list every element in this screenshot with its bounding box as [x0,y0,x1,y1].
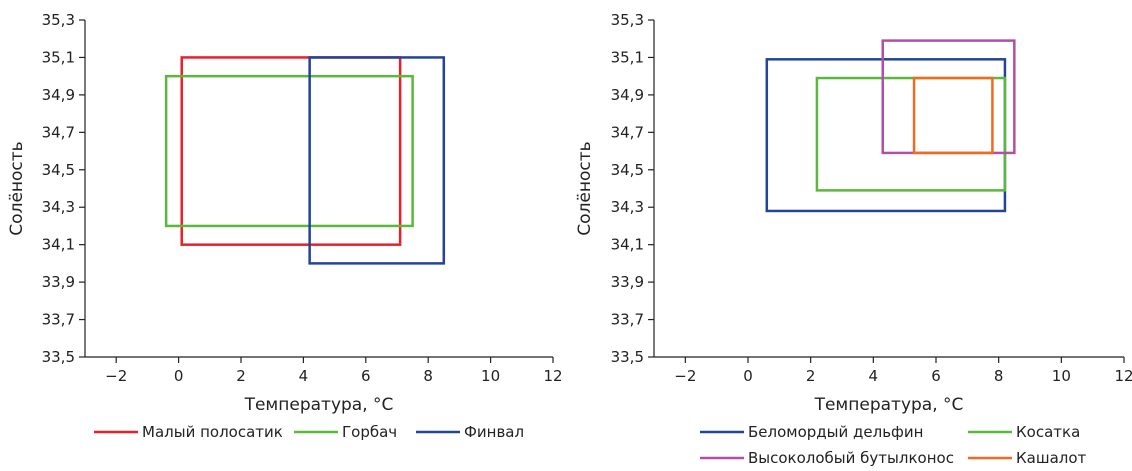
right-y-tick-label: 34,7 [611,123,644,141]
right-legend-label: Высоколобый бутылконос [748,449,954,467]
right-y-tick-label: 34,3 [611,198,644,216]
right-legend-label: Кашалот [1016,449,1087,467]
right-legend-label: Беломордый дельфин [748,423,923,441]
right-range-rect-4 [912,76,994,155]
right-y-tick-label: 34,9 [611,86,644,104]
left-range-rect-1 [180,56,402,246]
right-y-tick-label: 33,7 [611,311,644,329]
left-legend-label: Малый полосатик [142,423,283,441]
left-range-rect-2 [164,74,414,228]
left-y-tick-label: 34,5 [42,161,75,179]
right-y-tick-label: 33,9 [611,273,644,291]
right-legend-label: Косатка [1016,423,1080,441]
right-x-tick-label: 12 [1114,367,1132,385]
left-y-tick-label: 35,1 [42,48,75,66]
left-x-tick-label: 10 [481,367,500,385]
left-x-tick-label: −2 [105,367,127,385]
left-y-tick-label: 34,9 [42,86,75,104]
left-x-axis-title: Температура, °C [244,395,394,415]
right-x-axis-title: Температура, °C [814,395,964,415]
right-x-tick-label: 10 [1052,367,1071,385]
left-x-tick-label: 0 [174,367,184,385]
left-legend-label: Финвал [464,423,524,441]
right-y-tick-label: 33,5 [611,348,644,366]
left-x-tick-label: 12 [543,367,562,385]
left-x-tick-label: 8 [423,367,433,385]
right-range-rect-2 [815,76,1007,192]
right-y-tick-label: 34,1 [611,236,644,254]
right-x-tick-label: −2 [674,367,696,385]
left-x-tick-label: 4 [299,367,309,385]
left-x-tick-label: 6 [361,367,371,385]
left-y-tick-label: 34,1 [42,236,75,254]
right-x-tick-label: 4 [869,367,879,385]
right-x-tick-label: 6 [931,367,941,385]
left-y-tick-label: 34,7 [42,123,75,141]
right-x-tick-label: 8 [994,367,1004,385]
right-x-tick-label: 0 [743,367,753,385]
right-chart-panel: 33,5 33,7 33,9 34,1 34,3 34,5 34,7 34,9 35,1 35,3… [575,11,1132,467]
left-y-tick-label: 33,7 [42,311,75,329]
left-chart-panel: 33,5 33,7 33,9 34,1 34,3 34,5 34,7 34,9 35,1 35,3… [7,11,563,441]
left-x-tick-label: 2 [236,367,246,385]
left-y-axis-title: Солёность [7,141,27,235]
left-y-tick-label: 33,5 [42,348,75,366]
right-y-tick-label: 35,3 [611,11,644,29]
right-x-tick-label: 2 [806,367,816,385]
right-y-axis-title: Солёность [575,141,595,235]
right-y-tick-label: 34,5 [611,161,644,179]
left-range-rect-3 [308,56,446,265]
left-y-tick-label: 35,3 [42,11,75,29]
left-y-tick-label: 34,3 [42,198,75,216]
right-range-rect-1 [765,58,1007,213]
left-y-tick-label: 33,9 [42,273,75,291]
right-range-rect-3 [881,39,1016,155]
right-y-tick-label: 35,1 [611,48,644,66]
left-legend-label: Горбач [342,423,397,441]
